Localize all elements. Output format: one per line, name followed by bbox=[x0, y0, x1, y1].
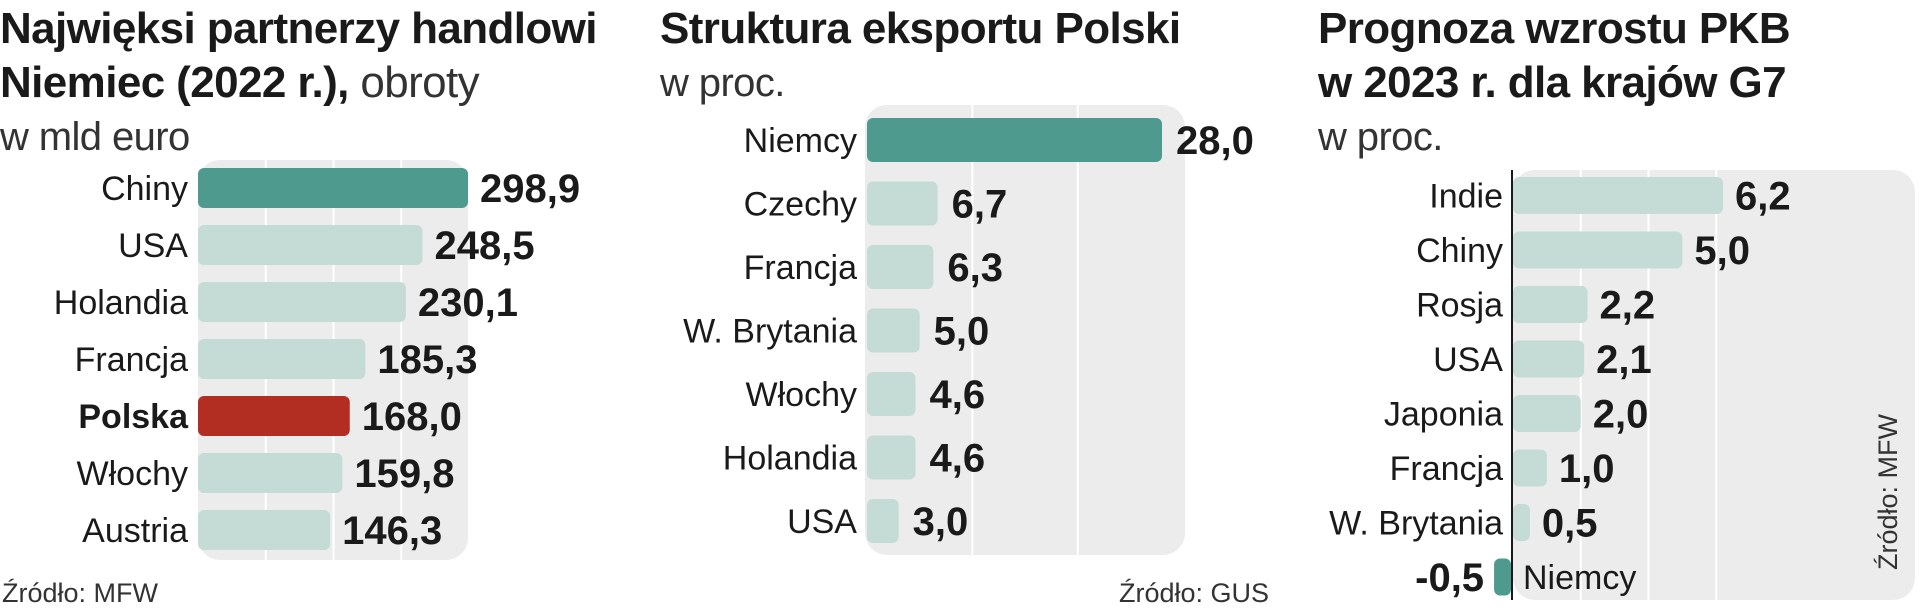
title-line: Najwięksi partnerzy handlowi bbox=[0, 4, 598, 53]
chart-panel-2: Struktura eksportu Polski w proc. Niemcy… bbox=[660, 0, 1300, 612]
source-note: Źródło: MFW bbox=[2, 578, 159, 608]
category-label: Chiny bbox=[1416, 232, 1503, 270]
value-label: 1,0 bbox=[1559, 447, 1615, 491]
value-label: 6,2 bbox=[1735, 175, 1791, 219]
value-label: 4,6 bbox=[929, 437, 985, 481]
category-label: USA bbox=[1433, 341, 1503, 379]
value-label: 146,3 bbox=[342, 509, 442, 553]
value-label: 0,5 bbox=[1542, 502, 1598, 546]
category-label: USA bbox=[118, 227, 188, 265]
bar bbox=[867, 245, 934, 289]
title-line: Prognoza wzrostu PKB bbox=[1318, 4, 1791, 53]
bar bbox=[1513, 177, 1723, 214]
chart-title: Prognoza wzrostu PKB w 2023 r. dla krajó… bbox=[1318, 2, 1791, 164]
chart-title: Najwięksi partnerzy handlowi Niemiec (20… bbox=[0, 2, 598, 164]
bar bbox=[867, 118, 1162, 162]
bar bbox=[198, 225, 423, 265]
category-label: Włochy bbox=[77, 455, 188, 493]
bar bbox=[1494, 558, 1511, 596]
value-label: 159,8 bbox=[354, 452, 454, 496]
bar bbox=[867, 181, 938, 226]
value-label: 2,2 bbox=[1600, 284, 1656, 328]
value-label: 3,0 bbox=[913, 500, 969, 544]
value-label: 6,7 bbox=[952, 183, 1008, 227]
title-line: w 2023 r. dla krajów G7 bbox=[1318, 58, 1787, 107]
bar bbox=[198, 282, 406, 322]
category-label: Rosja bbox=[1416, 287, 1503, 325]
category-label: Francja bbox=[1390, 450, 1503, 488]
value-label: 28,0 bbox=[1176, 119, 1254, 163]
category-label: Indie bbox=[1429, 178, 1503, 216]
category-label: USA bbox=[787, 503, 857, 541]
category-label: Czechy bbox=[744, 186, 857, 224]
bar-chart: Niemcy 28,0 Czechy 6,7 Francja 6,3 W. Brytania… bbox=[683, 105, 1254, 555]
source-note: Źródło: GUS bbox=[1119, 578, 1270, 608]
category-label: Austria bbox=[82, 512, 188, 550]
value-label: 2,1 bbox=[1596, 338, 1652, 382]
bar bbox=[1513, 231, 1683, 269]
chart-panel-3: Prognoza wzrostu PKB w 2023 r. dla krajó… bbox=[1318, 0, 1920, 612]
bar bbox=[1513, 449, 1547, 487]
bar bbox=[867, 499, 899, 543]
source-note: Źródło: MFW bbox=[1873, 413, 1903, 570]
category-label: Chiny bbox=[101, 170, 188, 208]
category-label: Holandia bbox=[723, 440, 857, 478]
bar bbox=[198, 396, 350, 436]
bar-chart: Chiny 298,9 USA 248,5 Holandia 230,1 Francja 18… bbox=[54, 160, 580, 560]
value-label: -0,5 bbox=[1415, 556, 1484, 600]
value-label: 248,5 bbox=[434, 224, 534, 268]
chart-subtitle: w proc. bbox=[1318, 115, 1443, 159]
category-label: Japonia bbox=[1384, 396, 1503, 434]
chart-subtitle: w proc. bbox=[660, 61, 785, 105]
bar bbox=[867, 435, 916, 480]
category-label: W. Brytania bbox=[1329, 505, 1503, 543]
value-label: 6,3 bbox=[947, 246, 1003, 290]
value-label: 185,3 bbox=[377, 338, 477, 382]
category-label: Holandia bbox=[54, 284, 188, 322]
value-label: 168,0 bbox=[362, 395, 462, 439]
title-line: Struktura eksportu Polski bbox=[660, 4, 1181, 53]
category-label: Niemcy bbox=[1523, 559, 1636, 597]
bar bbox=[1513, 395, 1581, 432]
bar bbox=[867, 308, 920, 353]
bar bbox=[198, 510, 331, 550]
title-regular: obroty bbox=[360, 58, 480, 107]
value-label: 298,9 bbox=[480, 167, 580, 211]
value-label: 2,0 bbox=[1593, 393, 1649, 437]
bar bbox=[198, 168, 468, 208]
category-label: Francja bbox=[744, 249, 857, 287]
value-label: 230,1 bbox=[418, 281, 518, 325]
category-label: Francja bbox=[75, 341, 188, 379]
bar bbox=[1513, 504, 1530, 541]
value-label: 4,6 bbox=[929, 373, 985, 417]
bar-chart: Indie 6,2 Chiny 5,0 Rosja 2,2 USA 2,1 Japonia 2,0… bbox=[1329, 170, 1791, 600]
bar bbox=[1513, 286, 1588, 323]
value-label: 5,0 bbox=[1694, 229, 1750, 273]
category-label: Włochy bbox=[746, 376, 857, 414]
category-label: Niemcy bbox=[744, 122, 857, 160]
category-label: Polska bbox=[78, 398, 189, 436]
value-label: 5,0 bbox=[934, 310, 990, 354]
chart-panel-1: Najwięksi partnerzy handlowi Niemiec (20… bbox=[0, 0, 600, 612]
bar bbox=[198, 453, 343, 493]
chart-title: Struktura eksportu Polski w proc. bbox=[660, 2, 1181, 110]
bar bbox=[1513, 340, 1585, 378]
bar bbox=[867, 372, 916, 416]
bar bbox=[198, 339, 366, 379]
chart-subtitle: w mld euro bbox=[0, 115, 190, 159]
category-label: W. Brytania bbox=[683, 313, 857, 351]
title-line: Niemiec (2022 r.), bbox=[0, 58, 349, 107]
